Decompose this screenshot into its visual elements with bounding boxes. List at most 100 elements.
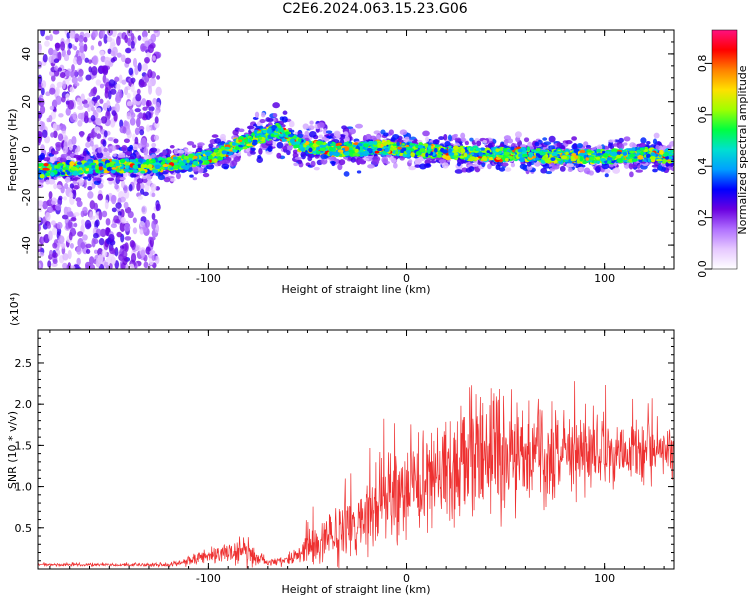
heatmap-cell — [293, 162, 299, 167]
heatmap-cell — [651, 164, 660, 168]
heatmap-cell — [629, 171, 634, 178]
heatmap-cell — [66, 32, 71, 39]
heatmap-cell — [308, 131, 317, 138]
heatmap-cell — [213, 158, 218, 163]
heatmap-cell — [574, 155, 579, 160]
heatmap-cell — [57, 67, 63, 72]
heatmap-cell — [80, 219, 85, 226]
heatmap-cell — [137, 62, 142, 72]
heatmap-cell — [595, 166, 601, 174]
heatmap-cell — [125, 128, 131, 136]
heatmap-cell — [162, 149, 168, 156]
heatmap-cell — [134, 127, 140, 136]
heatmap-cell — [325, 130, 333, 134]
heatmap-cell — [61, 242, 66, 249]
heatmap-cell — [281, 138, 287, 142]
heatmap-cell — [652, 138, 658, 145]
heatmap-cell — [88, 59, 93, 64]
heatmap-cell — [344, 136, 350, 143]
heatmap-cell — [114, 247, 119, 257]
heatmap-cell — [65, 70, 72, 77]
heatmap-cell — [82, 234, 88, 241]
heatmap-cell — [652, 168, 658, 173]
heatmap-cell — [310, 160, 316, 168]
heatmap-cell — [103, 261, 109, 268]
heatmap-cell — [317, 122, 325, 129]
heatmap-cell — [141, 205, 148, 215]
heatmap-cell — [103, 33, 108, 44]
heatmap-cell — [121, 250, 128, 259]
heatmap-cell — [143, 147, 149, 156]
heatmap-cell — [154, 116, 159, 124]
heatmap-cell — [132, 173, 137, 178]
heatmap-cell — [100, 30, 105, 38]
heatmap-cell — [514, 131, 522, 138]
heatmap-cell — [119, 177, 126, 181]
heatmap-cell — [134, 108, 141, 113]
heatmap-cell — [72, 111, 78, 121]
heatmap-cell — [89, 256, 95, 265]
heatmap-cell — [548, 145, 556, 150]
heatmap-cell — [152, 169, 159, 174]
heatmap-cell — [201, 150, 206, 155]
heatmap-cell — [49, 105, 55, 111]
heatmap-cell — [49, 34, 53, 42]
heatmap-cell — [192, 177, 198, 181]
heatmap-cell — [408, 166, 416, 171]
heatmap-cell — [124, 242, 129, 253]
heatmap-cell — [124, 236, 132, 241]
heatmap-cell — [69, 265, 76, 269]
heatmap-cell — [441, 162, 449, 169]
heatmap-cell — [298, 159, 303, 164]
heatmap-cell — [120, 54, 126, 63]
heatmap-cell — [124, 34, 129, 44]
heatmap-cell — [220, 133, 226, 140]
heatmap-cell — [125, 165, 129, 169]
heatmap-cell — [89, 140, 94, 147]
heatmap-cell — [201, 157, 205, 161]
heatmap-cell — [393, 162, 398, 169]
heatmap-cell — [425, 136, 430, 143]
heatmap-cell — [94, 126, 101, 134]
heatmap-cell — [542, 137, 548, 141]
heatmap-cell — [97, 193, 104, 201]
heatmap-cell — [567, 167, 573, 173]
heatmap-cell — [121, 79, 127, 85]
heatmap-cell — [60, 96, 66, 103]
heatmap-cell — [113, 138, 119, 144]
heatmap-cell — [498, 167, 506, 172]
heatmap-cell — [381, 156, 389, 164]
heatmap-cell — [60, 172, 66, 176]
heatmap-cell — [139, 221, 145, 226]
heatmap-cell — [98, 210, 103, 221]
heatmap-cell — [48, 191, 53, 199]
heatmap-cell — [152, 97, 157, 105]
heatmap-cell — [186, 141, 195, 146]
heatmap-cell — [343, 171, 350, 177]
heatmap-cell — [85, 74, 92, 81]
heatmap-cell — [48, 47, 54, 56]
heatmap-cell — [126, 146, 133, 152]
heatmap-cell — [78, 34, 84, 43]
heatmap-cell — [48, 230, 53, 241]
heatmap-cell — [82, 176, 89, 180]
heatmap-cell — [313, 166, 320, 171]
heatmap-cell — [99, 228, 107, 238]
heatmap-cell — [43, 157, 51, 162]
heatmap-cell — [64, 176, 71, 183]
heatmap-cell — [211, 134, 219, 138]
heatmap-cell — [44, 40, 50, 47]
heatmap-cell — [94, 165, 100, 170]
heatmap-cell — [71, 227, 76, 236]
heatmap-cell — [650, 152, 656, 156]
heatmap-cell — [424, 159, 432, 165]
heatmap-cell — [233, 156, 241, 163]
heatmap-cell — [83, 178, 87, 189]
heatmap-cell — [97, 40, 102, 47]
heatmap-cell — [425, 163, 431, 167]
heatmap-cell — [146, 126, 151, 131]
heatmap-cell — [79, 132, 84, 138]
heatmap-cell — [230, 154, 237, 158]
heatmap-cell — [250, 151, 256, 155]
heatmap-cell — [287, 144, 292, 152]
